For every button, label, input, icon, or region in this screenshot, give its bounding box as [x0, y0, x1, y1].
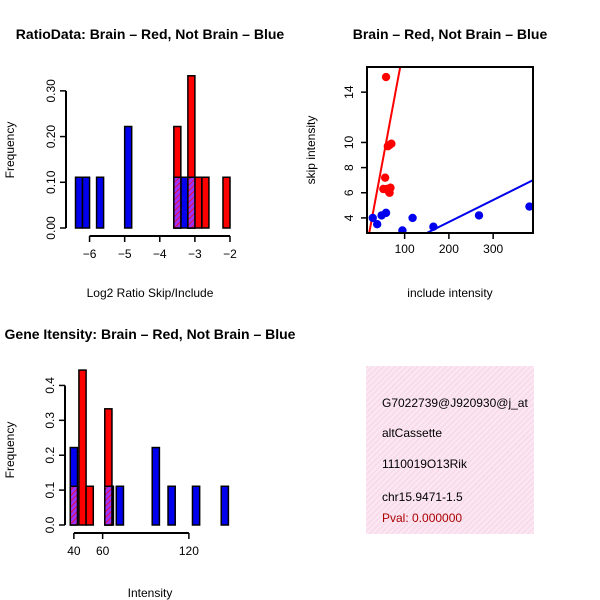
intensity-y-tick-label: 0.1	[43, 481, 57, 498]
scatter-x-tick-label: 300	[483, 242, 503, 256]
gene-intensity-histogram: Gene Itensity: Brain – Red, Not Brain – …	[3, 326, 296, 600]
scatter-point-red	[387, 139, 396, 148]
intensity-scatter-title: Brain – Red, Not Brain – Blue	[353, 26, 548, 42]
intensity-y-tick-label: 0.0	[43, 516, 57, 533]
scatter-point-red	[381, 72, 391, 82]
intensity-bar-blue	[115, 485, 125, 526]
ratio-histogram-xlabel: Log2 Ratio Skip/Include	[87, 286, 214, 300]
ratio-y-tick-label: 0.10	[44, 170, 58, 194]
ratio-bar-blue	[74, 176, 84, 229]
ratio-x-tick-label: −6	[83, 247, 97, 261]
gene-intensity-title: Gene Itensity: Brain – Red, Not Brain – …	[5, 326, 296, 342]
ratio-bar-blue	[95, 176, 105, 229]
scatter-point-blue	[398, 226, 407, 233]
intensity-scatter-xlabel: include intensity	[407, 286, 492, 300]
scatter-point-blue	[368, 213, 377, 223]
ratio-histogram-ylabel: Frequency	[3, 122, 17, 179]
ratio-bar-red	[194, 176, 203, 229]
scatter-point-blue	[474, 211, 484, 220]
ratio-x-tick-label: −5	[118, 247, 132, 261]
intensity-x-tick-label: 60	[96, 544, 110, 558]
scatter-y-tick-label: 8	[342, 164, 356, 171]
scatter-point-red	[384, 187, 393, 196]
intensity-bar-red	[78, 369, 87, 526]
intensity-y-tick-label: 0.2	[43, 447, 57, 464]
scatter-frame	[366, 66, 534, 234]
intensity-scatter: Brain – Red, Not Brain – Blue include in…	[304, 26, 547, 300]
intensity-bar-red	[85, 485, 95, 526]
intensity-scatter-ylabel: skip intensity	[304, 116, 318, 185]
scatter-plot-area	[368, 67, 533, 233]
ratio-y-tick-label: 0.00	[44, 216, 58, 240]
gene-symbol-text: 1110019O13Rik	[382, 457, 467, 471]
scatter-x-tick-label: 200	[439, 242, 459, 256]
scatter-point-blue	[408, 213, 417, 223]
ratio-bar-blue	[123, 125, 133, 229]
ratio-x-tick-label: −2	[223, 247, 237, 261]
scatter-fit-line-blue	[426, 179, 533, 233]
ratio-bar-blue	[81, 176, 91, 229]
scatter-y-tick-label: 14	[342, 85, 356, 99]
ratio-x-tick-label: −3	[188, 247, 202, 261]
ratio-bar-blue	[180, 176, 189, 229]
probe-info-panel: G7022739@J920930@j_at altCassette 111001…	[366, 366, 534, 534]
gene-intensity-xlabel: Intensity	[128, 586, 173, 600]
ratio-histogram: RatioData: Brain – Red, Not Brain – Blue…	[3, 26, 284, 300]
ratio-histogram-title: RatioData: Brain – Red, Not Brain – Blue	[16, 26, 285, 42]
ratio-bar-overlap	[173, 176, 182, 229]
intensity-bar-blue	[167, 485, 176, 526]
scatter-point-red	[380, 173, 390, 182]
intensity-bar-blue	[191, 485, 201, 526]
ratio-bar-overlap	[187, 176, 196, 229]
intensity-bar-blue	[220, 485, 230, 526]
intensity-y-tick-label: 0.4	[43, 377, 57, 394]
ratio-x-tick-label: −4	[153, 247, 167, 261]
scatter-x-tick-label: 100	[395, 242, 415, 256]
scatter-point-blue	[429, 222, 438, 231]
scatter-point-blue	[381, 208, 391, 218]
ratio-bar-red	[201, 176, 210, 229]
intensity-bar-overlap	[104, 485, 113, 526]
ratio-bar-red	[222, 176, 231, 229]
intensity-y-tick-label: 0.3	[43, 412, 57, 429]
location-text: chr15.9471-1.5	[382, 490, 463, 504]
scatter-y-tick-label: 6	[342, 189, 356, 196]
intensity-x-tick-label: 120	[179, 544, 199, 558]
ratio-y-tick-label: 0.20	[44, 125, 58, 149]
scatter-fit-line-red	[368, 67, 402, 233]
ratio-y-tick-label: 0.30	[44, 79, 58, 103]
pval-text: Pval: 0.000000	[382, 511, 463, 525]
intensity-bar-blue	[151, 446, 161, 526]
scatter-point-blue	[525, 202, 533, 211]
gene-intensity-ylabel: Frequency	[3, 422, 17, 479]
intensity-x-tick-label: 40	[67, 544, 81, 558]
scatter-y-tick-label: 4	[342, 214, 356, 221]
probe-id-text: G7022739@J920930@j_at	[382, 396, 528, 410]
event-type-text: altCassette	[382, 426, 443, 440]
scatter-point-blue	[372, 219, 382, 229]
intensity-bar-overlap	[69, 485, 79, 526]
scatter-y-tick-label: 10	[342, 135, 356, 149]
